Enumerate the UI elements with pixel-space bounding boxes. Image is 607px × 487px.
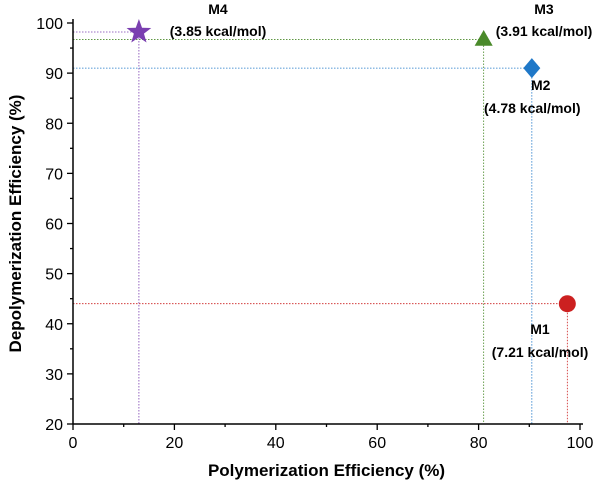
y-tick-label: 30 — [45, 367, 63, 384]
x-axis-title: Polymerization Efficiency (%) — [208, 461, 445, 480]
marker-m2 — [523, 58, 541, 79]
x-tick-label: 40 — [267, 435, 285, 452]
point-energy-m4: (3.85 kcal/mol) — [170, 23, 267, 39]
guide-lines — [73, 31, 568, 424]
x-tick-label: 100 — [567, 435, 594, 452]
point-label-m2: M2 — [531, 77, 551, 93]
y-tick-label: 90 — [45, 66, 63, 83]
y-tick-label: 80 — [45, 116, 63, 133]
point-label-m1: M1 — [530, 321, 550, 337]
y-axis-title: Depolymerization Efficiency (%) — [6, 95, 25, 353]
x-tick-label: 0 — [69, 435, 78, 452]
y-tick-label: 70 — [45, 166, 63, 183]
x-tick-label: 20 — [166, 435, 184, 452]
y-tick-label: 20 — [45, 417, 63, 434]
y-tick-label: 50 — [45, 267, 63, 284]
axis-ticks: 0 20 40 60 80 100 20 30 40 50 60 70 80 90 100 — [36, 16, 593, 452]
point-energy-m3: (3.91 kcal/mol) — [496, 23, 593, 39]
x-tick-label: 80 — [470, 435, 488, 452]
y-tick-label: 100 — [36, 16, 63, 33]
marker-m4 — [126, 19, 152, 43]
marker-m3 — [474, 30, 493, 46]
data-markers — [126, 19, 576, 313]
point-label-m4: M4 — [208, 1, 228, 17]
point-labels: M1 (7.21 kcal/mol) M2 (4.78 kcal/mol) M3 (3.9… — [170, 1, 593, 360]
x-tick-label: 60 — [368, 435, 386, 452]
point-energy-m2: (4.78 kcal/mol) — [484, 100, 581, 116]
y-tick-label: 60 — [45, 217, 63, 234]
y-tick-label: 40 — [45, 317, 63, 334]
marker-m1 — [558, 295, 576, 313]
point-energy-m1: (7.21 kcal/mol) — [492, 344, 589, 360]
point-label-m3: M3 — [534, 1, 554, 17]
